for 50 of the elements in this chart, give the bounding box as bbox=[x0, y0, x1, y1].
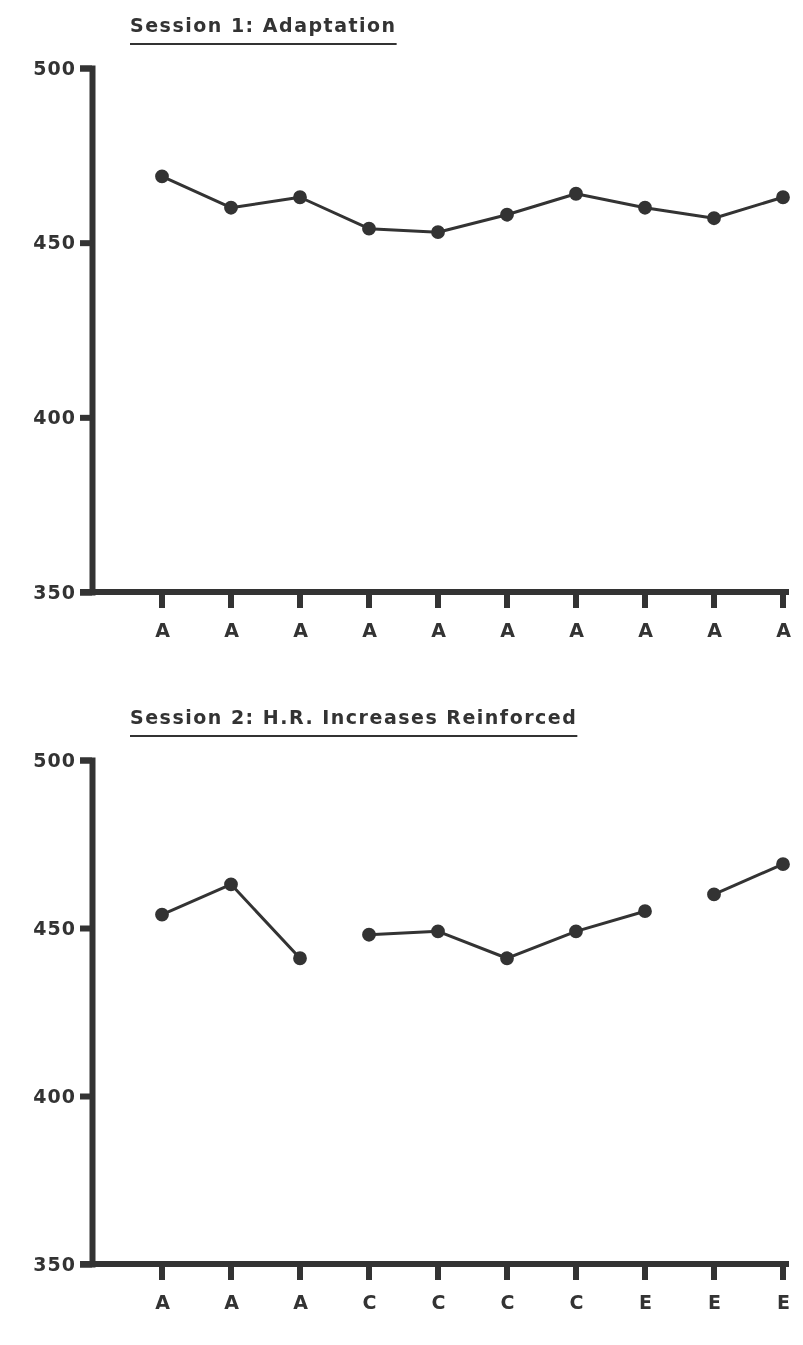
point bbox=[155, 169, 169, 184]
x-tick-label: C bbox=[362, 1291, 377, 1314]
point bbox=[776, 190, 790, 205]
x-tick-label: A bbox=[224, 619, 240, 642]
x-tick-label: C bbox=[569, 1291, 584, 1314]
point bbox=[362, 221, 376, 236]
point bbox=[638, 200, 652, 215]
x-tick-label: C bbox=[431, 1291, 446, 1314]
point bbox=[293, 951, 307, 966]
point bbox=[638, 904, 652, 919]
x-tick-label: A bbox=[224, 1291, 240, 1314]
x-tick-label: A bbox=[638, 619, 654, 642]
point bbox=[224, 200, 238, 215]
point bbox=[569, 924, 583, 939]
point bbox=[707, 211, 721, 226]
y-tick-label: 500 bbox=[33, 748, 76, 771]
y-tick-label: 450 bbox=[33, 916, 76, 939]
x-tick-label: A bbox=[500, 619, 516, 642]
x-tick-label: A bbox=[707, 619, 723, 642]
x-tick-label: E bbox=[708, 1291, 721, 1314]
point bbox=[362, 927, 376, 942]
chart-title: Session 2: H.R. Increases Reinforced bbox=[130, 706, 578, 728]
y-tick-label: 450 bbox=[33, 231, 76, 254]
y-tick-label: 400 bbox=[33, 405, 76, 428]
x-tick-label: A bbox=[155, 619, 171, 642]
x-tick-label: C bbox=[500, 1291, 515, 1314]
point bbox=[224, 877, 238, 892]
point bbox=[776, 857, 790, 872]
y-tick-label: 350 bbox=[33, 580, 76, 603]
x-tick-label: A bbox=[362, 619, 378, 642]
x-tick-label: A bbox=[293, 1291, 309, 1314]
x-tick-label: E bbox=[777, 1291, 790, 1314]
y-tick-label: 350 bbox=[33, 1252, 76, 1275]
x-tick-label: A bbox=[776, 619, 792, 642]
point bbox=[569, 186, 583, 201]
point bbox=[500, 951, 514, 966]
x-tick-label: A bbox=[293, 619, 309, 642]
x-tick-label: E bbox=[639, 1291, 652, 1314]
point bbox=[431, 924, 445, 939]
point bbox=[707, 887, 721, 902]
y-tick-label: 500 bbox=[33, 56, 76, 79]
point bbox=[500, 207, 514, 222]
chart-title: Session 1: Adaptation bbox=[130, 14, 397, 36]
point bbox=[293, 190, 307, 205]
point bbox=[155, 907, 169, 922]
x-tick-label: A bbox=[155, 1291, 171, 1314]
point bbox=[431, 225, 445, 240]
x-tick-label: A bbox=[569, 619, 585, 642]
x-tick-label: A bbox=[431, 619, 447, 642]
y-tick-label: 400 bbox=[33, 1084, 76, 1107]
